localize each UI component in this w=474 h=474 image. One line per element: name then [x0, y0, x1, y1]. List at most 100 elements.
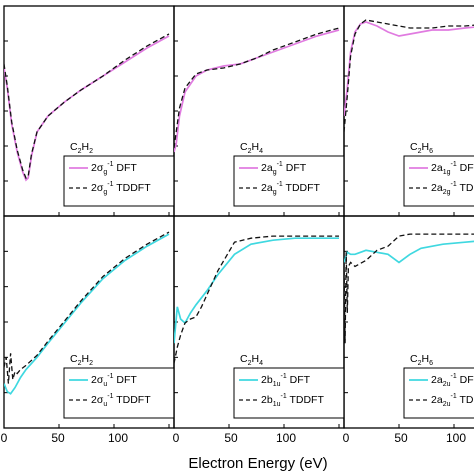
legend-orbital: 2a: [261, 182, 273, 194]
legend-label-dft: 2σu-1 DFT: [91, 373, 137, 388]
legend-orbital: 2a: [261, 162, 273, 174]
molecule-subscript: 2: [78, 148, 82, 155]
legend-method: TDDFT: [283, 182, 321, 194]
legend-orbital: 2a: [431, 374, 443, 386]
legend-superscript: -1: [450, 373, 456, 380]
legend-method: TDDFT: [113, 394, 151, 406]
legend-superscript: -1: [107, 393, 113, 400]
molecule-label: C2H6: [410, 141, 433, 155]
series-tddft-line: [4, 231, 170, 384]
series-dft-line: [174, 237, 339, 344]
legend-label-tddft: 2σu-1 TDDFT: [91, 393, 151, 408]
legend-box: [63, 367, 174, 419]
legend-subscript: 1u: [273, 381, 281, 388]
legend-method: DF: [457, 374, 474, 386]
molecule-subscript: 2: [89, 148, 93, 155]
legend-label-dft: 2a1g-1 DF: [431, 161, 474, 176]
molecule-subscript: 2: [248, 148, 252, 155]
legend-label-tddft: 2b1u-1 TDDFT: [261, 393, 324, 408]
molecule-atom: C: [410, 353, 418, 365]
legend-method: DF: [457, 162, 474, 174]
x-tick-label: 100: [446, 431, 466, 445]
series-dft-line: [344, 21, 474, 117]
series-dft-line: [344, 240, 474, 264]
legend-orbital: 2σ: [91, 162, 104, 174]
molecule-subscript: 2: [418, 360, 422, 367]
x-tick-label: 0: [343, 431, 350, 445]
legend-superscript: -1: [107, 373, 113, 380]
x-tick-label: 100: [276, 431, 296, 445]
x-tick-label: 50: [394, 431, 408, 445]
legend-method: TDDFT: [113, 182, 151, 194]
molecule-atom: H: [82, 141, 90, 153]
legend-subscript: 2g: [443, 189, 451, 196]
legend-subscript: u: [103, 381, 107, 388]
molecule-label: C2H2: [70, 141, 93, 155]
x-tick-label: 100: [108, 431, 128, 445]
legend-orbital: 2b: [261, 394, 273, 406]
legend-orbital: 2σ: [91, 182, 104, 194]
molecule-atom: H: [82, 353, 90, 365]
legend-superscript: -1: [277, 181, 283, 188]
legend-method: DFT: [113, 374, 137, 386]
legend-superscript: -1: [277, 161, 283, 168]
legend-label-tddft: 2ag-1 TDDFT: [261, 181, 321, 196]
legend-orbital: 2a: [431, 182, 443, 194]
molecule-label: C2H6: [410, 353, 433, 367]
series-tddft-line: [344, 233, 474, 344]
legend-superscript: -1: [280, 373, 286, 380]
legend-subscript: u: [103, 401, 107, 408]
legend-label-dft: 2b1u-1 DFT: [261, 373, 311, 388]
x-tick-label: 0: [173, 431, 180, 445]
legend-label-tddft: 2σg-1 TDDFT: [91, 181, 151, 196]
legend-orbital: 2a: [431, 394, 443, 406]
molecule-subscript: 2: [89, 360, 93, 367]
molecule-subscript: 2: [418, 148, 422, 155]
legend-method: DFT: [113, 162, 137, 174]
legend-label-dft: 2ag-1 DFT: [261, 161, 307, 176]
molecule-atom: H: [252, 353, 260, 365]
legend-orbital: 2σ: [91, 394, 104, 406]
legend-subscript: g: [103, 189, 107, 196]
molecule-atom: C: [240, 141, 248, 153]
molecule-atom: H: [252, 141, 260, 153]
legend-box: [403, 367, 474, 419]
legend-superscript: -1: [450, 393, 456, 400]
legend-subscript: 1u: [273, 401, 281, 408]
legend-box: [233, 367, 344, 419]
series-tddft-line: [344, 19, 474, 133]
legend-method: DFT: [283, 162, 307, 174]
molecule-subscript: 2: [248, 360, 252, 367]
legend-subscript: 2u: [443, 381, 451, 388]
x-axis-title: Electron Energy (eV): [188, 455, 327, 472]
legend-label-tddft: 2a2u-1 TDDFT: [431, 393, 474, 408]
legend-box: [63, 155, 174, 207]
molecule-atom: C: [70, 141, 78, 153]
molecule-subscript: 2: [78, 360, 82, 367]
molecule-subscript: 4: [259, 148, 263, 155]
legend-superscript: -1: [107, 181, 113, 188]
molecule-label: C2H4: [240, 353, 263, 367]
legend-method: DFT: [287, 374, 311, 386]
legend-method: TDDFT: [457, 182, 474, 194]
legend-superscript: -1: [107, 161, 113, 168]
legend-superscript: -1: [280, 393, 286, 400]
x-tick-label: 50: [51, 431, 65, 445]
legend-orbital: 2σ: [91, 374, 104, 386]
x-tick-label: 0: [1, 431, 8, 445]
x-tick-labels: 0 50 100 0 50 100 0 50 100: [1, 431, 467, 445]
molecule-label: C2H4: [240, 141, 263, 155]
series-tddft-line: [174, 235, 339, 364]
legend-method: TDDFT: [287, 394, 325, 406]
legend-subscript: g: [273, 169, 277, 176]
